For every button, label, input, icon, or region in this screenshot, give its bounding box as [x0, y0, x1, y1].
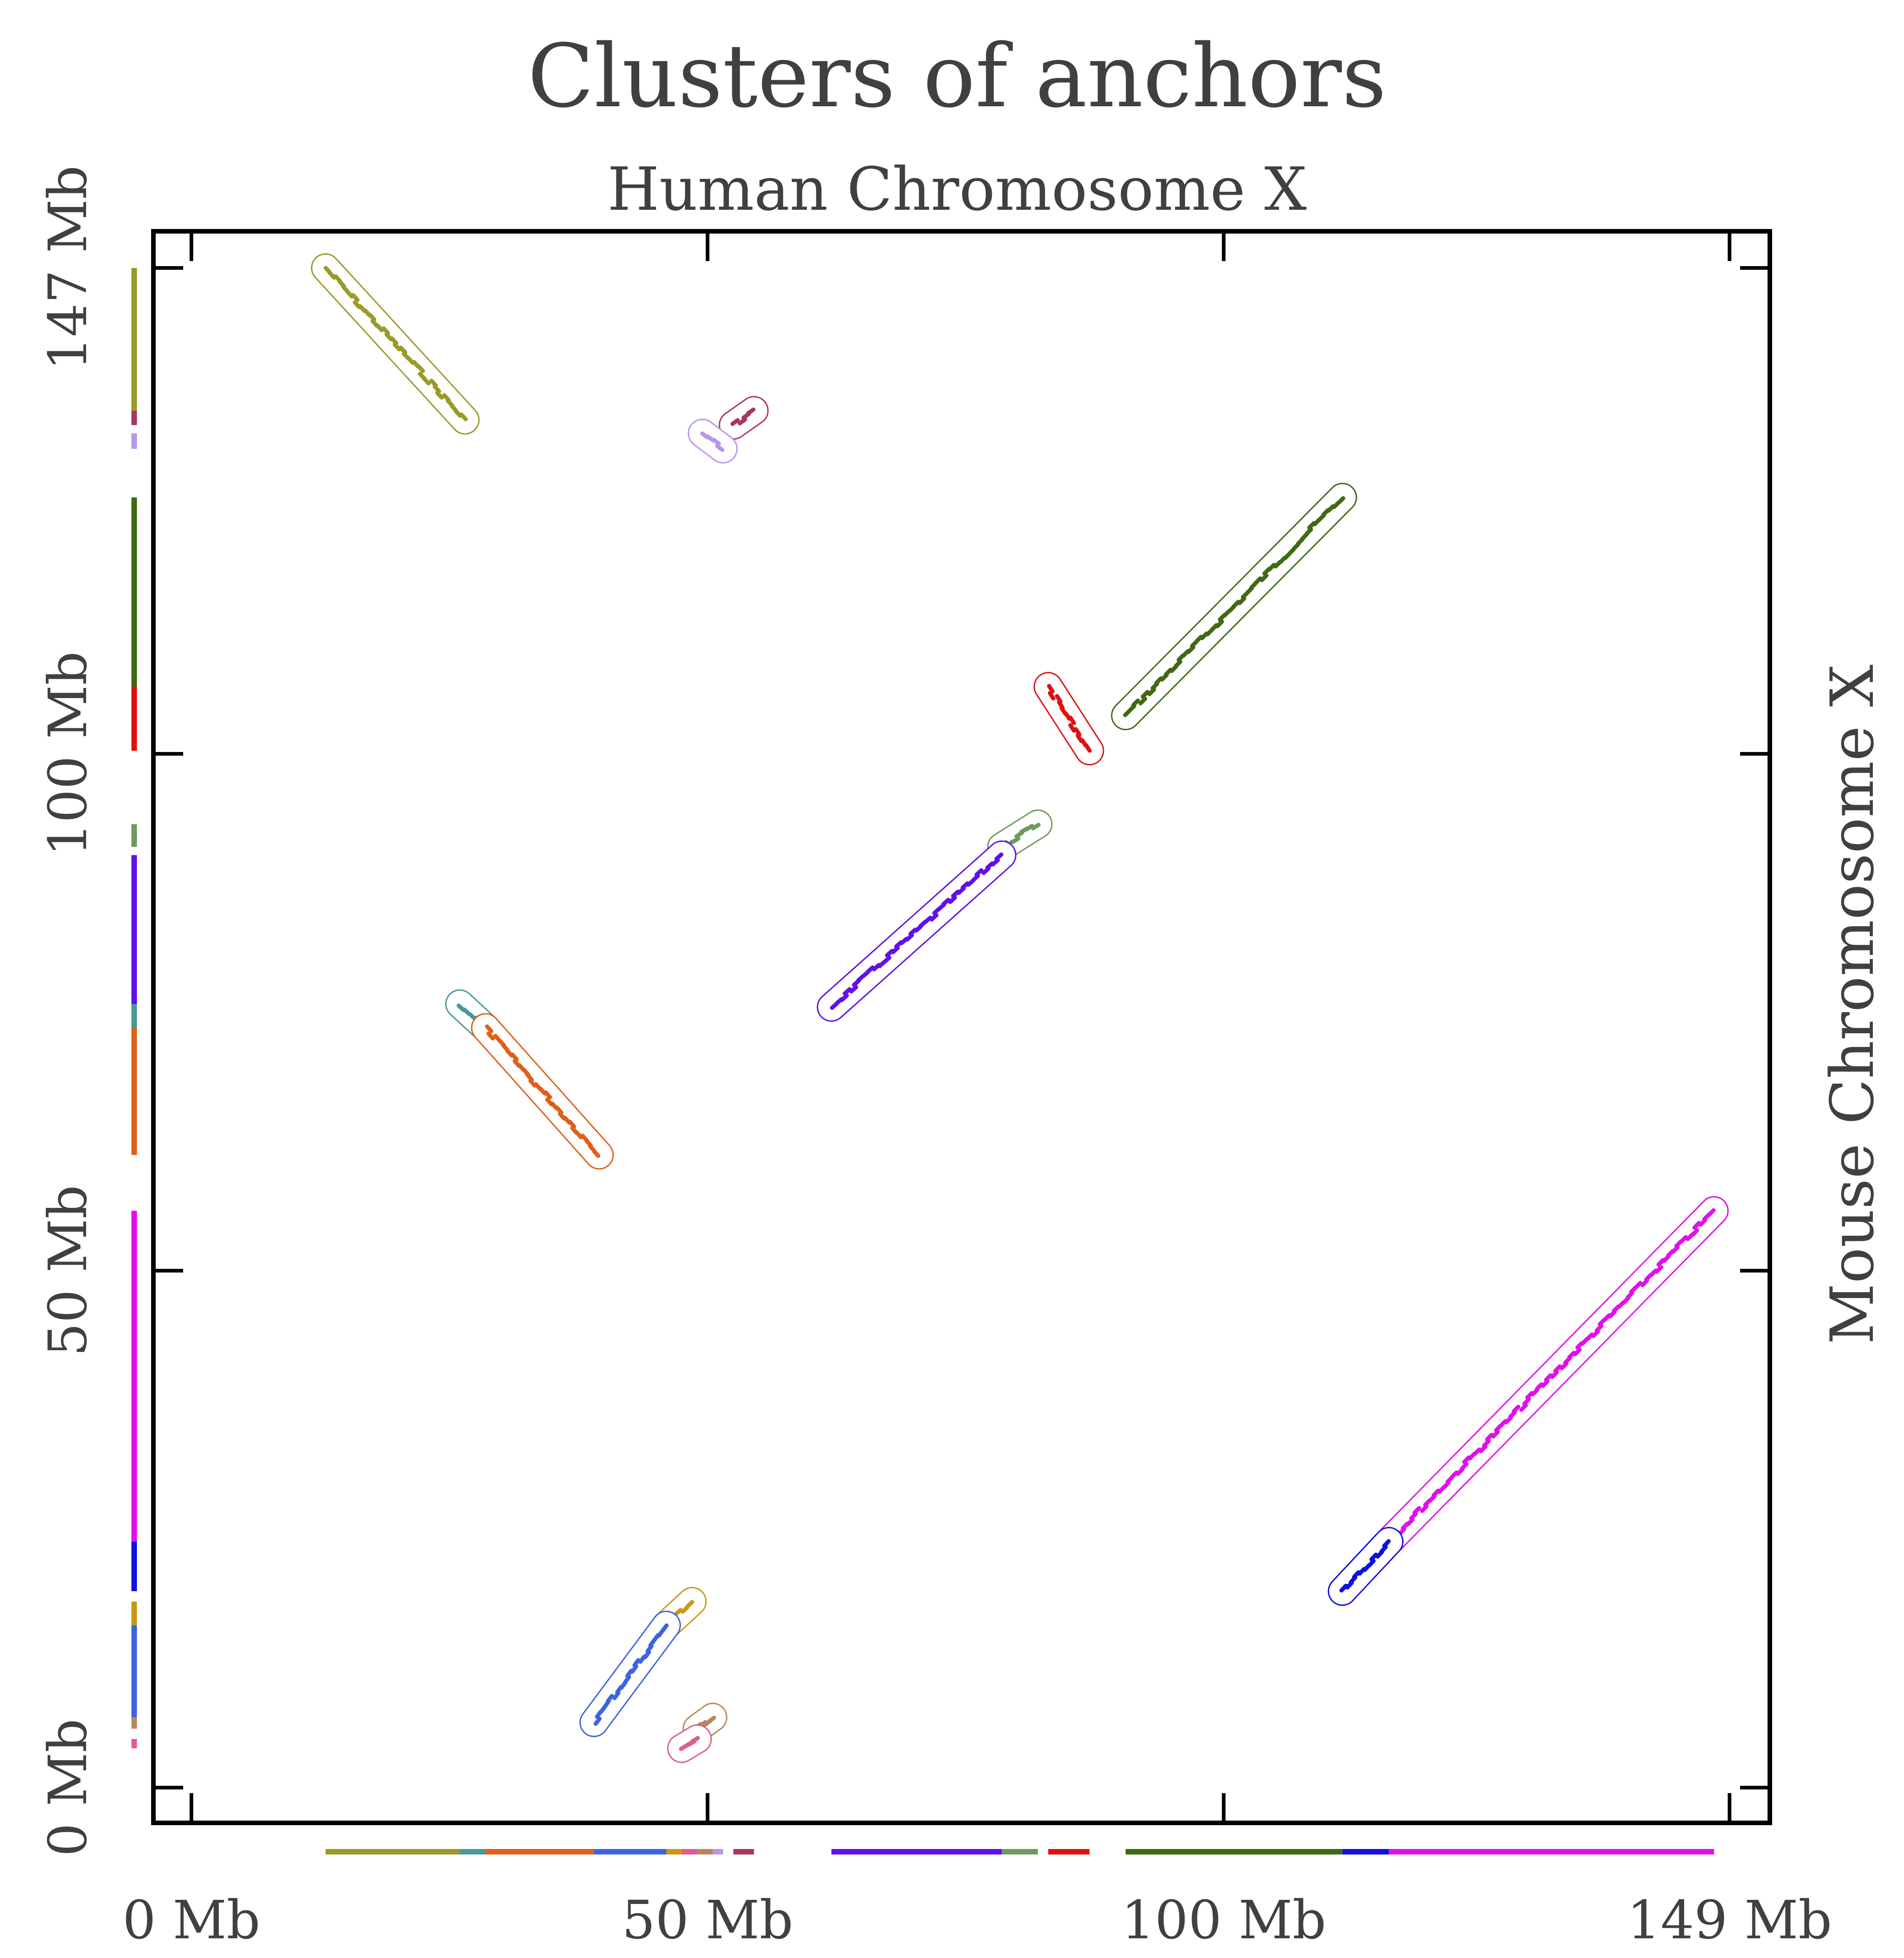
chart-title: Clusters of anchors: [528, 26, 1387, 127]
y-tick-label-1: 50 Mb: [38, 1185, 99, 1356]
cluster-anchors-0: [323, 266, 468, 421]
plot-area: [131, 253, 1729, 1854]
cluster-anchors-1: [730, 407, 756, 426]
cluster-anchors-4: [1047, 684, 1092, 753]
cluster-anchors-2: [700, 431, 724, 452]
cluster-anchors-10: [1339, 1539, 1391, 1593]
x-tick-label-3: 149 Mb: [1627, 1890, 1832, 1951]
x-tick-label-2: 100 Mb: [1121, 1890, 1326, 1951]
axis-ticks: 0 Mb 50 Mb 100 Mb 149 Mb 0 Mb 50 Mb 100 Mb 147 …: [38, 165, 1832, 1951]
cluster-anchors-9: [1388, 1208, 1716, 1545]
y-tick-label-0: 0 Mb: [38, 1718, 99, 1856]
cluster-anchors-12: [593, 1623, 669, 1726]
x-tick-label-1: 50 Mb: [622, 1890, 793, 1951]
chart-subtitle: Human Chromosome X: [607, 154, 1306, 224]
x-tick-label-0: 0 Mb: [122, 1890, 260, 1951]
y-tick-label-3: 147 Mb: [38, 165, 99, 370]
cluster-anchors-14: [679, 1736, 700, 1751]
cluster-anchors-3: [1123, 496, 1345, 717]
cluster-anchors-8: [485, 1024, 600, 1158]
y-tick-label-2: 100 Mb: [38, 651, 99, 856]
cluster-anchors-7: [457, 1004, 488, 1029]
cluster-anchors-6: [830, 852, 1004, 1010]
y-axis-label: Mouse Chromosome X: [1817, 665, 1887, 1344]
plot-frame: [151, 229, 1772, 1825]
